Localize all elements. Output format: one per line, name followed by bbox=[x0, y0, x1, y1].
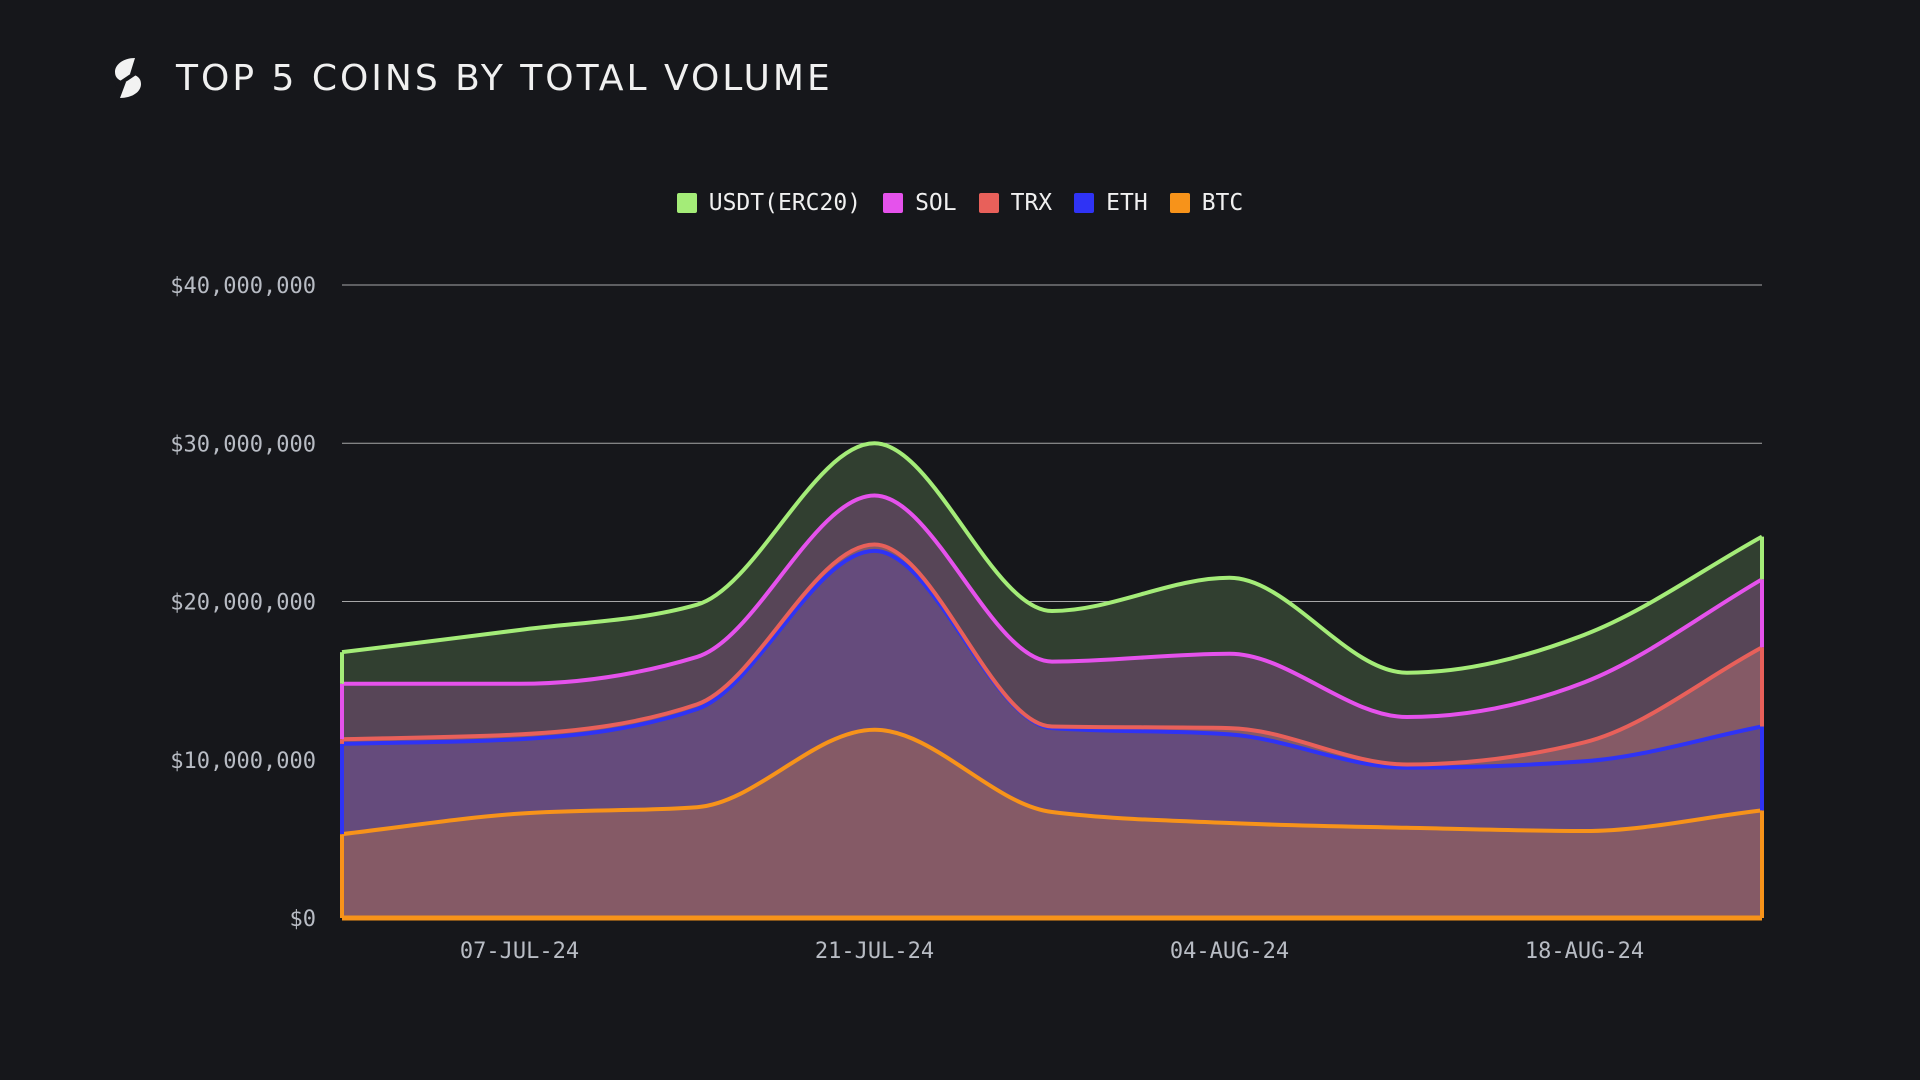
area-eth bbox=[342, 550, 1762, 835]
legend-label: TRX bbox=[1010, 190, 1053, 216]
x-tick-label: 18-AUG-24 bbox=[1525, 939, 1644, 964]
legend-swatch bbox=[1169, 193, 1190, 213]
chart-title: TOP 5 COINS BY TOTAL VOLUME bbox=[176, 57, 833, 99]
y-tick-label: $30,000,000 bbox=[170, 432, 316, 457]
chart-legend: USDT(ERC20) SOL TRX ETH BTC bbox=[0, 190, 1920, 216]
y-tick-label: $10,000,000 bbox=[170, 749, 316, 774]
legend-swatch bbox=[676, 193, 697, 213]
line-btc bbox=[341, 727, 1763, 837]
area-btc bbox=[342, 729, 1762, 918]
x-tick-label: 04-AUG-24 bbox=[1170, 939, 1289, 964]
x-tick-label: 07-JUL-24 bbox=[460, 939, 579, 964]
legend-item[interactable]: SOL bbox=[883, 190, 957, 216]
legend-label: BTC bbox=[1201, 190, 1244, 216]
y-tick-label: $20,000,000 bbox=[170, 591, 316, 616]
area-usdt-erc20- bbox=[342, 443, 1762, 717]
legend-item[interactable]: USDT(ERC20) bbox=[676, 190, 862, 216]
legend-item[interactable]: ETH bbox=[1074, 190, 1148, 216]
line-trx bbox=[341, 542, 1763, 767]
legend-item[interactable]: TRX bbox=[978, 190, 1053, 216]
legend-label: ETH bbox=[1106, 190, 1148, 216]
area-trx bbox=[342, 544, 1762, 768]
line-sol bbox=[342, 493, 1764, 720]
y-tick-label: $40,000,000 bbox=[170, 274, 316, 299]
chart-header: TOP 5 COINS BY TOTAL VOLUME bbox=[110, 56, 833, 100]
line-usdt-erc20- bbox=[341, 441, 1763, 675]
legend-swatch bbox=[978, 193, 999, 213]
legend-label: USDT(ERC20) bbox=[708, 190, 862, 216]
legend-swatch bbox=[1074, 193, 1095, 213]
x-tick-label: 21-JUL-24 bbox=[815, 939, 934, 964]
legend-swatch bbox=[883, 193, 904, 213]
legend-item[interactable]: BTC bbox=[1169, 190, 1244, 216]
brand-logo-icon bbox=[114, 58, 142, 98]
y-tick-label: $0 bbox=[290, 907, 317, 932]
legend-label: SOL bbox=[915, 190, 957, 216]
area-sol bbox=[342, 495, 1762, 765]
